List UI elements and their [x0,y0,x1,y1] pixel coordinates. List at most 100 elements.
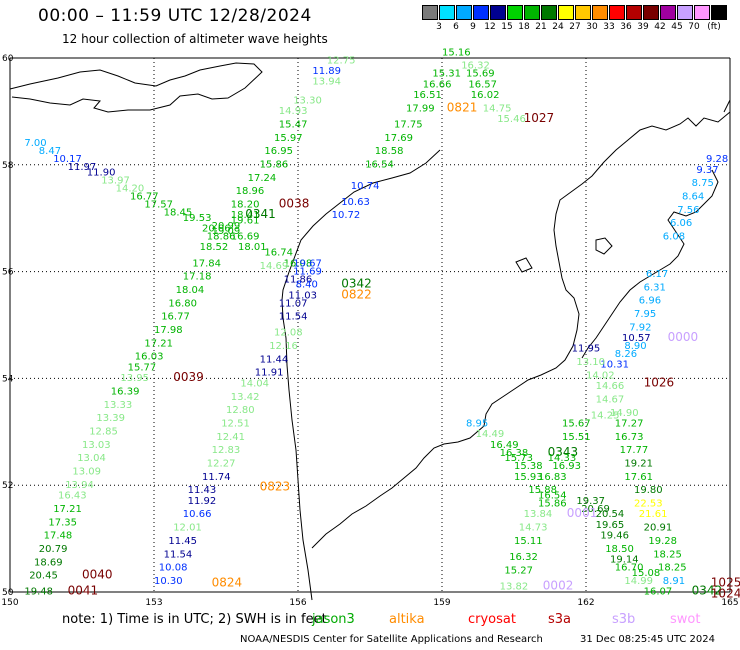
wave-height-label: 11.86 [284,274,313,285]
legend-unit: (ft) [707,22,721,32]
wave-height-label: 16.43 [58,491,87,502]
pass-time-label: 0039 [173,370,204,384]
pass-time-label: 0000 [668,330,699,344]
wave-height-label: 15.69 [466,69,495,80]
satellite-label-s3a: s3a [548,612,572,627]
wave-height-label: 13.10 [576,357,605,368]
wave-height-label: 13.97 [101,175,130,186]
wave-height-label: 12.41 [216,432,245,443]
wave-height-label: 12.75 [327,55,356,66]
lon-tick-label: 156 [289,598,306,608]
lat-tick-label: 60 [2,54,14,64]
pass-time-label: 0002 [543,578,574,592]
legend-swatch [507,5,523,20]
legend-label: 39 [637,22,649,32]
wave-height-label: 7.56 [677,205,699,216]
wave-height-label: 14.73 [519,523,548,534]
legend-label: 6 [453,22,459,32]
pass-time-label: 0041 [68,584,99,598]
pass-time-label: 0040 [82,568,113,582]
wave-height-label: 20.99 [212,221,241,232]
wave-height-label: 17.77 [620,445,649,456]
legend-swatch [660,5,676,20]
wave-height-label: 8.47 [39,146,61,157]
pass-time-label: 0824 [212,576,243,590]
wave-height-label: 16.54 [365,159,394,170]
pass-time-label: 0342 [692,584,723,598]
wave-height-label: 18.45 [164,208,193,219]
wave-height-label: 17.35 [48,517,77,528]
coastline-kamchatka-west [281,149,441,601]
satellite-label-jason3: jason3 [312,612,355,627]
lon-tick-label: 162 [577,598,594,608]
axis-ticks: 150 153 156 159 162 165 60 58 56 54 52 50 [1,54,738,608]
credit-text: NOAA/NESDIS Center for Satellite Applica… [240,634,543,645]
wave-height-label: 13.84 [524,509,553,520]
wave-height-label: 18.01 [238,242,267,253]
legend-swatch [626,5,642,20]
wave-height-label: 15.86 [538,499,567,510]
wave-height-label: 12.01 [173,523,202,534]
pass-time-label: 0821 [447,100,478,114]
wave-height-label: 15.31 [432,69,461,80]
wave-height-label: 9.37 [696,165,718,176]
wave-height-label: 16.32 [509,552,538,563]
pass-time-label: 0001 [567,506,598,520]
legend-label: 21 [535,22,547,32]
lat-tick-label: 56 [2,268,14,278]
satellite-label-altika: altika [389,612,425,627]
wave-height-label: 10.63 [341,197,370,208]
wave-height-label: 13.94 [65,480,94,491]
wave-height-label: 14.66 [596,381,625,392]
legend-swatch [694,5,710,20]
wave-height-label: 14.33 [548,453,577,464]
wave-height-label: 18.58 [375,146,404,157]
legend-swatch [456,5,472,20]
wave-height-label: 16.03 [135,352,164,363]
wave-height-label: 18.25 [653,549,682,560]
legend-swatch [643,5,659,20]
wave-height-label: 16.73 [615,432,644,443]
wave-height-label: 15.86 [260,159,289,170]
wave-height-label: 15.77 [128,362,157,373]
wave-height-label: 6.06 [670,218,692,229]
lon-tick-label: 165 [721,598,738,608]
wave-height-label: 10.72 [332,210,361,221]
wave-height-label: 20.69 [581,504,610,515]
wave-height-label: 19.80 [634,485,663,496]
wave-height-label: 19.28 [648,536,677,547]
wave-height-label: 8.26 [615,349,637,360]
wave-height-label: 17.21 [144,338,173,349]
lon-tick-label: 159 [433,598,450,608]
wave-height-label: 18.69 [34,557,63,568]
pass-time-label: 0038 [279,197,310,211]
legend-swatch [575,5,591,20]
wave-height-label: 16.51 [413,90,442,101]
wave-height-label: 16.80 [168,298,197,309]
wave-height-label: 16.49 [490,440,519,451]
wave-height-label: 9.28 [706,154,728,165]
wave-height-label: 11.89 [312,66,341,77]
wave-height-label: 11.92 [188,496,217,507]
wave-height-label: 18.41 [231,210,260,221]
wave-height-label: 14.04 [240,378,269,389]
wave-height-label: 15.93 [514,472,543,483]
wave-height-label: 10.74 [351,181,380,192]
coastline-north [9,62,263,113]
wave-height-label: 15.46 [497,114,526,125]
legend-swatch [439,5,455,20]
wave-height-label: 16.02 [471,90,500,101]
legend-swatch [558,5,574,20]
wave-height-label: 8.64 [682,192,704,203]
wave-height-label: 16.77 [161,312,190,323]
wave-height-label: 11.95 [572,344,601,355]
wave-height-label: 10.57 [622,333,651,344]
wave-height-label: 12.83 [212,445,241,456]
wave-height-label: 8.90 [624,341,646,352]
wave-height-label: 15.47 [279,119,308,130]
wave-height-label: 10.08 [159,563,188,574]
wave-height-label: 18.86 [207,232,236,243]
wave-height-label: 11.74 [202,472,231,483]
wave-height-label: 12.27 [207,459,236,470]
wave-height-label: 13.33 [104,400,133,411]
